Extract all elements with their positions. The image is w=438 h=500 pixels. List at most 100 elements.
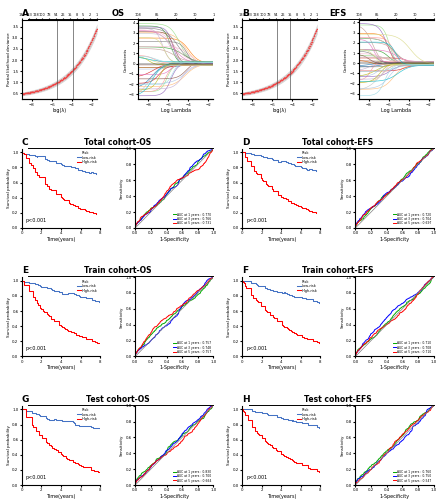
Text: Test cohort-EFS: Test cohort-EFS <box>304 394 372 404</box>
Line: AUC at 1 years : 0.710: AUC at 1 years : 0.710 <box>356 277 434 356</box>
AUC at 3 years : 0.708: (0.0402, 0.0755): 0.708: (0.0402, 0.0755) <box>356 348 361 354</box>
AUC at 1 years : 0.710: (1, 1): 0.710: (1, 1) <box>431 274 436 280</box>
AUC at 3 years : 0.708: (0, 0): 0.708: (0, 0) <box>353 354 358 360</box>
AUC at 5 years : 0.664: (0, 0): 0.664: (0, 0) <box>133 482 138 488</box>
AUC at 5 years : 0.697: (1, 1): 0.697: (1, 1) <box>431 146 436 152</box>
AUC at 1 years : 0.710: (0.915, 0.894): 0.710: (0.915, 0.894) <box>424 282 430 288</box>
AUC at 3 years : 0.748: (0, 0): 0.748: (0, 0) <box>133 354 138 360</box>
AUC at 1 years : 0.770: (0.0402, 0.0737): 0.770: (0.0402, 0.0737) <box>136 219 141 225</box>
Y-axis label: Survival probability: Survival probability <box>227 168 231 208</box>
AUC at 1 years : 0.757: (0, 0): 0.757: (0, 0) <box>133 354 138 360</box>
X-axis label: 1-Specificity: 1-Specificity <box>379 494 410 499</box>
AUC at 3 years : 0.708: (1, 1): 0.708: (1, 1) <box>431 274 436 280</box>
X-axis label: 1-Specificity: 1-Specificity <box>379 366 410 370</box>
AUC at 5 years : 0.697: (0.0402, 0.0733): 0.697: (0.0402, 0.0733) <box>356 219 361 225</box>
Legend: AUC at 1 years : 0.720, AUC at 3 years : 0.704, AUC at 5 years : 0.697: AUC at 1 years : 0.720, AUC at 3 years :… <box>392 212 432 226</box>
AUC at 5 years : 0.664: (0.266, 0.298): 0.664: (0.266, 0.298) <box>153 458 159 464</box>
AUC at 3 years : 0.750: (0.0603, 0.09): 0.750: (0.0603, 0.09) <box>357 475 363 481</box>
Legend: Risk, Low-risk, High-risk: Risk, Low-risk, High-risk <box>297 150 318 164</box>
AUC at 5 years : 0.664: (1, 1): 0.664: (1, 1) <box>211 402 216 408</box>
AUC at 1 years : 0.757: (0.186, 0.257): 0.757: (0.186, 0.257) <box>147 333 152 339</box>
AUC at 5 years : 0.710: (0.0402, 0.0811): 0.710: (0.0402, 0.0811) <box>356 347 361 353</box>
Legend: Risk, Low-risk, High-risk: Risk, Low-risk, High-risk <box>77 408 98 422</box>
AUC at 5 years : 0.757: (0, 0): 0.757: (0, 0) <box>133 354 138 360</box>
AUC at 1 years : 0.757: (1, 1): 0.757: (1, 1) <box>211 274 216 280</box>
AUC at 3 years : 0.750: (1, 1): 0.750: (1, 1) <box>431 402 436 408</box>
Text: p<0.001: p<0.001 <box>26 474 47 480</box>
AUC at 1 years : 0.830: (0.915, 0.908): 0.830: (0.915, 0.908) <box>204 410 209 416</box>
Text: F: F <box>242 266 248 275</box>
AUC at 1 years : 0.757: (0.0603, 0.104): 0.757: (0.0603, 0.104) <box>138 345 143 351</box>
Line: AUC at 5 years : 0.710: AUC at 5 years : 0.710 <box>356 277 434 356</box>
AUC at 1 years : 0.710: (0.95, 0.919): 0.710: (0.95, 0.919) <box>427 280 432 286</box>
AUC at 1 years : 0.710: (0.0603, 0.107): 0.710: (0.0603, 0.107) <box>357 345 363 351</box>
AUC at 5 years : 0.697: (0.95, 0.956): 0.697: (0.95, 0.956) <box>427 149 432 155</box>
X-axis label: Time(years): Time(years) <box>266 237 296 242</box>
AUC at 1 years : 0.760: (0.95, 0.958): 0.760: (0.95, 0.958) <box>427 406 432 412</box>
Y-axis label: Sensitivity: Sensitivity <box>340 178 344 199</box>
Line: AUC at 5 years : 0.757: AUC at 5 years : 0.757 <box>135 277 213 356</box>
AUC at 3 years : 0.748: (0.95, 0.979): 0.748: (0.95, 0.979) <box>207 276 212 281</box>
AUC at 3 years : 0.700: (0.95, 0.976): 0.700: (0.95, 0.976) <box>207 404 212 410</box>
AUC at 5 years : 0.547: (0.186, 0.182): 0.547: (0.186, 0.182) <box>367 468 373 473</box>
AUC at 3 years : 0.748: (0.266, 0.274): 0.748: (0.266, 0.274) <box>153 332 159 338</box>
Line: AUC at 5 years : 0.731: AUC at 5 years : 0.731 <box>135 148 213 228</box>
X-axis label: log(λ): log(λ) <box>53 108 67 113</box>
Text: E: E <box>22 266 28 275</box>
AUC at 1 years : 0.830: (0.266, 0.318): 0.830: (0.266, 0.318) <box>153 457 159 463</box>
X-axis label: 1-Specificity: 1-Specificity <box>379 237 410 242</box>
AUC at 1 years : 0.757: (0.0402, 0.0858): 0.757: (0.0402, 0.0858) <box>136 346 141 352</box>
Y-axis label: Partial likelihood deviance: Partial likelihood deviance <box>227 33 231 86</box>
AUC at 1 years : 0.760: (0, 0): 0.760: (0, 0) <box>353 482 358 488</box>
AUC at 5 years : 0.731: (0.0603, 0.0999): 0.731: (0.0603, 0.0999) <box>138 217 143 223</box>
Text: Train cohort-OS: Train cohort-OS <box>84 266 152 275</box>
AUC at 1 years : 0.770: (0.915, 0.93): 0.770: (0.915, 0.93) <box>204 151 209 157</box>
AUC at 1 years : 0.757: (0.915, 0.894): 0.757: (0.915, 0.894) <box>204 282 209 288</box>
AUC at 5 years : 0.710: (0, 0): 0.710: (0, 0) <box>353 354 358 360</box>
AUC at 1 years : 0.720: (0.95, 0.969): 0.720: (0.95, 0.969) <box>427 148 432 154</box>
AUC at 3 years : 0.766: (0.266, 0.298): 0.766: (0.266, 0.298) <box>153 202 159 207</box>
Text: Total cohort-EFS: Total cohort-EFS <box>302 138 374 146</box>
AUC at 3 years : 0.708: (0.0603, 0.101): 0.708: (0.0603, 0.101) <box>357 346 363 352</box>
AUC at 5 years : 0.731: (0.95, 0.923): 0.731: (0.95, 0.923) <box>207 152 212 158</box>
AUC at 1 years : 0.770: (0.95, 0.955): 0.770: (0.95, 0.955) <box>207 149 212 155</box>
AUC at 1 years : 0.760: (0.186, 0.229): 0.760: (0.186, 0.229) <box>367 464 373 470</box>
AUC at 3 years : 0.704: (1, 1): 0.704: (1, 1) <box>431 146 436 152</box>
Text: H: H <box>242 394 250 404</box>
AUC at 3 years : 0.708: (0.186, 0.264): 0.708: (0.186, 0.264) <box>367 332 373 338</box>
AUC at 5 years : 0.547: (0.0402, 0.0536): 0.547: (0.0402, 0.0536) <box>356 478 361 484</box>
Line: AUC at 1 years : 0.770: AUC at 1 years : 0.770 <box>135 148 213 228</box>
Text: D: D <box>242 138 250 146</box>
AUC at 5 years : 0.757: (1, 1): 0.757: (1, 1) <box>211 274 216 280</box>
AUC at 5 years : 0.757: (0.266, 0.376): 0.757: (0.266, 0.376) <box>153 324 159 330</box>
AUC at 3 years : 0.700: (0.915, 0.939): 0.700: (0.915, 0.939) <box>204 408 209 414</box>
Text: OS: OS <box>111 9 124 18</box>
AUC at 5 years : 0.710: (0.0603, 0.0987): 0.710: (0.0603, 0.0987) <box>357 346 363 352</box>
AUC at 5 years : 0.697: (0.186, 0.24): 0.697: (0.186, 0.24) <box>367 206 373 212</box>
AUC at 1 years : 0.710: (0.266, 0.265): 0.710: (0.266, 0.265) <box>374 332 379 338</box>
Y-axis label: Survival probability: Survival probability <box>227 297 231 337</box>
AUC at 5 years : 0.664: (0.95, 0.965): 0.664: (0.95, 0.965) <box>207 406 212 411</box>
Line: AUC at 1 years : 0.757: AUC at 1 years : 0.757 <box>135 277 213 356</box>
AUC at 5 years : 0.710: (1, 1): 0.710: (1, 1) <box>431 274 436 280</box>
AUC at 1 years : 0.710: (0.186, 0.212): 0.710: (0.186, 0.212) <box>367 336 373 342</box>
Text: EFS: EFS <box>329 9 346 18</box>
AUC at 5 years : 0.664: (0.0603, 0.0887): 0.664: (0.0603, 0.0887) <box>138 475 143 481</box>
Legend: AUC at 1 years : 0.770, AUC at 3 years : 0.766, AUC at 5 years : 0.731: AUC at 1 years : 0.770, AUC at 3 years :… <box>172 212 212 226</box>
AUC at 1 years : 0.770: (1, 1): 0.770: (1, 1) <box>211 146 216 152</box>
Line: AUC at 3 years : 0.750: AUC at 3 years : 0.750 <box>356 406 434 485</box>
AUC at 5 years : 0.697: (0.0603, 0.0949): 0.697: (0.0603, 0.0949) <box>357 218 363 224</box>
X-axis label: log(λ): log(λ) <box>272 108 287 113</box>
AUC at 3 years : 0.766: (0.186, 0.195): 0.766: (0.186, 0.195) <box>147 210 152 216</box>
AUC at 1 years : 0.720: (0.0603, 0.0905): 0.720: (0.0603, 0.0905) <box>357 218 363 224</box>
X-axis label: Log Lambda: Log Lambda <box>381 108 411 113</box>
AUC at 1 years : 0.720: (1, 1): 0.720: (1, 1) <box>431 146 436 152</box>
AUC at 1 years : 0.720: (0.186, 0.228): 0.720: (0.186, 0.228) <box>367 207 373 213</box>
AUC at 3 years : 0.750: (0.266, 0.264): 0.750: (0.266, 0.264) <box>374 461 379 467</box>
AUC at 5 years : 0.547: (0.0603, 0.0718): 0.547: (0.0603, 0.0718) <box>357 476 363 482</box>
Y-axis label: Sensitivity: Sensitivity <box>340 434 344 456</box>
AUC at 1 years : 0.760: (0.0402, 0.0829): 0.760: (0.0402, 0.0829) <box>356 476 361 482</box>
Text: Total cohort-OS: Total cohort-OS <box>84 138 151 146</box>
AUC at 1 years : 0.830: (1, 1): 0.830: (1, 1) <box>211 402 216 408</box>
Text: p<0.001: p<0.001 <box>26 346 47 351</box>
